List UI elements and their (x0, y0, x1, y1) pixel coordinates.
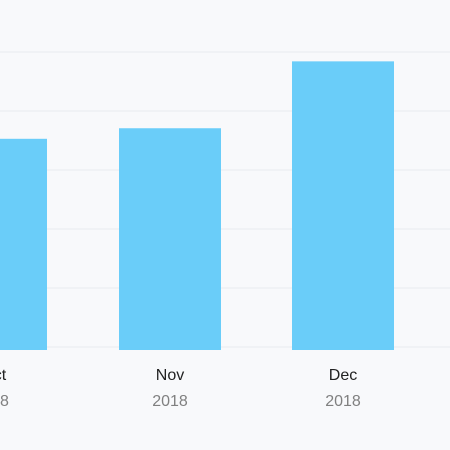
x-tick-month-dec: Dec (329, 367, 357, 384)
x-tick-year-oct: 18 (0, 393, 9, 410)
x-axis-labels: ct Nov Dec 18 2018 2018 (0, 367, 361, 410)
bars (0, 61, 394, 351)
bar-dec[interactable] (292, 61, 394, 351)
bar-nov[interactable] (119, 128, 221, 350)
x-tick-year-nov: 2018 (152, 393, 188, 410)
grid-lines (0, 51, 450, 348)
x-tick-month-nov: Nov (156, 367, 184, 384)
x-tick-year-dec: 2018 (325, 393, 361, 410)
x-tick-month-oct: ct (0, 367, 7, 384)
bar-oct[interactable] (0, 138, 47, 350)
